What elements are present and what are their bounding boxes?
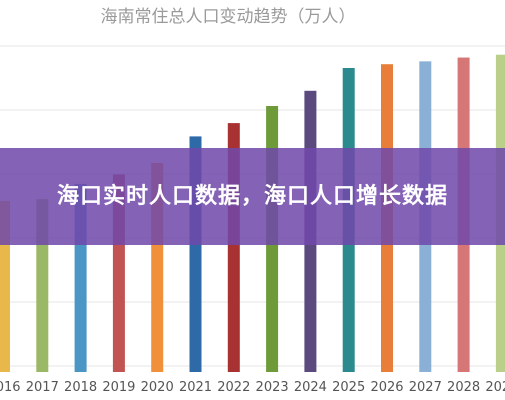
bar-2016 <box>0 201 10 372</box>
x-tick-2021: 2021 <box>179 380 212 395</box>
x-tick-2027: 2027 <box>409 380 442 395</box>
x-tick-2026: 2026 <box>370 380 403 395</box>
x-tick-2022: 2022 <box>217 380 250 395</box>
x-tick-2020: 2020 <box>141 380 174 395</box>
x-tick-2028: 2028 <box>447 380 480 395</box>
x-tick-2029: 2029 <box>485 380 505 395</box>
x-tick-2019: 2019 <box>102 380 135 395</box>
chart-title: 海南常住总人口变动趋势（万人） <box>101 7 356 27</box>
x-tick-labels: 2016 2017 2018 2019 2020 2021 2022 2023 2024 2025… <box>0 380 505 395</box>
x-tick-2024: 2024 <box>294 380 327 395</box>
x-tick-2016: 2016 <box>0 380 21 395</box>
overlay-banner: 海口实时人口数据，海口人口增长数据 <box>0 148 505 245</box>
x-tick-2025: 2025 <box>332 380 365 395</box>
x-tick-2017: 2017 <box>26 380 59 395</box>
x-tick-2018: 2018 <box>64 380 97 395</box>
overlay-title: 海口实时人口数据，海口人口增长数据 <box>56 183 448 209</box>
x-tick-2023: 2023 <box>256 380 289 395</box>
